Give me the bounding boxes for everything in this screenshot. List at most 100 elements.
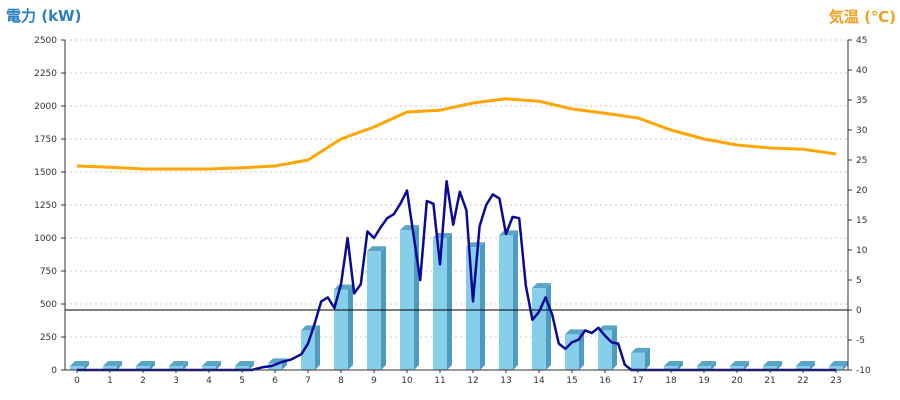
bar-top-19 [697,361,716,366]
x-tick-label-17: 17 [632,376,643,386]
bar-side-17 [645,347,650,370]
bar-side-5 [249,361,254,370]
bar-front-23 [829,366,843,370]
right-tick-label--10: -10 [856,366,871,376]
right-tick-label-10: 10 [856,246,868,256]
x-tick-label-18: 18 [665,376,677,386]
tick-labels: 02505007501000125015001750200022502500-1… [34,36,871,386]
left-tick-label-1500: 1500 [34,168,57,178]
x-tick-label-13: 13 [500,376,511,386]
x-tick-label-0: 0 [74,376,80,386]
bar-front-6 [268,363,282,370]
bar-front-7 [301,330,315,370]
x-tick-label-9: 9 [371,376,377,386]
line-series [76,97,837,372]
x-tick-label-16: 16 [599,376,611,386]
bar-5 [235,361,254,370]
bar-11 [433,233,452,370]
bar-side-22 [810,361,815,370]
x-tick-label-3: 3 [173,376,179,386]
bar-top-2 [136,361,155,366]
bar-side-9 [381,246,386,370]
bar-front-14 [532,288,546,370]
bar-top-4 [202,361,221,366]
bar-top-12 [466,242,485,248]
bar-front-1 [103,366,117,370]
bar-top-15 [565,329,584,335]
temperature-line [76,97,837,171]
bar-side-20 [744,361,749,370]
power-line [77,179,836,372]
bar-18 [664,361,683,370]
bar-front-20 [730,366,744,370]
bar-front-0 [70,366,84,370]
bar-side-3 [183,361,188,370]
bar-top-9 [367,246,386,252]
bar-side-7 [315,325,320,370]
right-tick-label--5: -5 [856,336,865,346]
bar-top-3 [169,361,188,366]
bar-side-4 [216,361,221,370]
bar-0 [70,361,89,370]
x-tick-label-23: 23 [830,376,841,386]
x-tick-label-8: 8 [338,376,344,386]
right-tick-label-0: 0 [856,306,862,316]
bar-top-20 [730,361,749,366]
bar-23 [829,361,848,370]
bar-front-4 [202,366,216,370]
bar-side-21 [777,361,782,370]
left-tick-label-1250: 1250 [34,201,57,211]
bar-20 [730,361,749,370]
bar-front-13 [499,235,513,370]
bar-21 [763,361,782,370]
grid-lines [65,39,848,338]
right-tick-label-5: 5 [856,276,862,286]
bar-top-17 [631,347,650,353]
bar-series [70,225,848,370]
bar-front-10 [400,230,414,370]
x-tick-label-10: 10 [401,376,413,386]
left-tick-label-2000: 2000 [34,102,57,112]
x-tick-label-4: 4 [206,376,212,386]
left-tick-label-250: 250 [40,333,57,343]
bar-top-14 [532,283,551,289]
bar-front-21 [763,366,777,370]
bar-front-5 [235,366,249,370]
x-tick-label-7: 7 [305,376,311,386]
axes [61,39,852,373]
bar-top-22 [796,361,815,366]
x-tick-label-1: 1 [107,376,113,386]
bar-front-17 [631,352,645,370]
x-tick-label-21: 21 [764,376,775,386]
x-tick-label-11: 11 [434,376,445,386]
bar-2 [136,361,155,370]
left-axis-title: 電力 (kW) [6,7,82,25]
bar-front-3 [169,366,183,370]
left-tick-label-500: 500 [40,300,57,310]
x-tick-label-2: 2 [140,376,146,386]
bar-top-5 [235,361,254,366]
bar-12 [466,242,485,370]
bar-top-21 [763,361,782,366]
bar-top-7 [301,325,320,331]
bar-front-19 [697,366,711,370]
x-tick-label-19: 19 [698,376,710,386]
right-tick-label-25: 25 [856,156,867,166]
left-tick-label-1750: 1750 [34,135,57,145]
right-tick-label-15: 15 [856,216,867,226]
bar-side-1 [117,361,122,370]
bar-22 [796,361,815,370]
bar-side-14 [546,283,551,370]
bar-side-16 [612,325,617,370]
bar-side-12 [480,242,485,370]
bar-17 [631,347,650,370]
bar-side-15 [579,329,584,370]
x-tick-label-22: 22 [797,376,808,386]
bar-side-2 [150,361,155,370]
bar-top-18 [664,361,683,366]
bar-side-0 [84,361,89,370]
bar-13 [499,230,518,370]
bar-front-15 [565,334,579,370]
bar-top-10 [400,225,419,231]
bar-front-18 [664,366,678,370]
